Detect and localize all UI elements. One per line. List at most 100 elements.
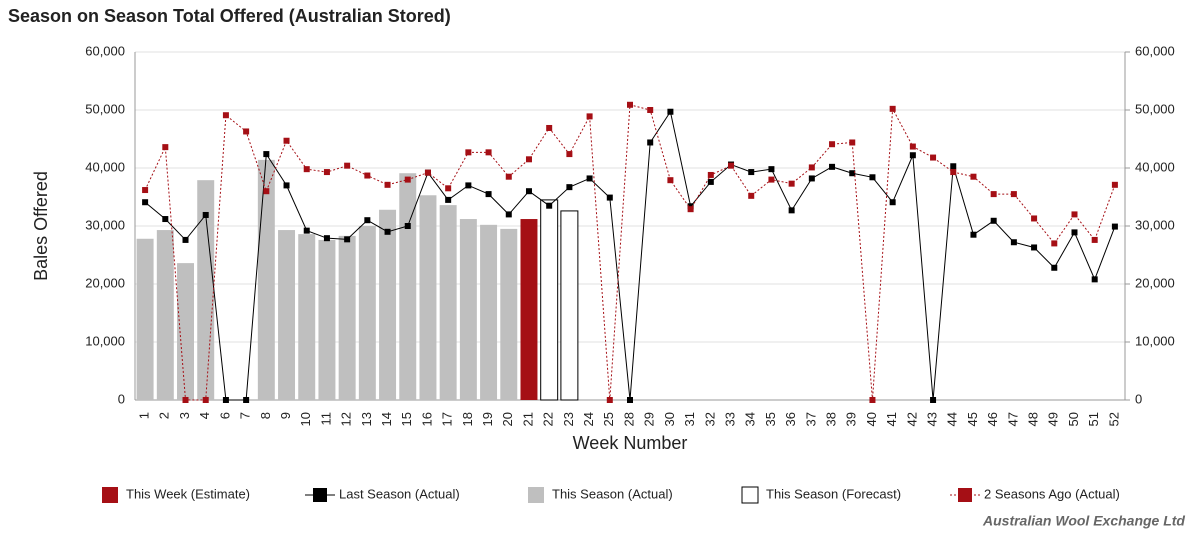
bar	[358, 226, 376, 400]
point	[1111, 223, 1118, 230]
x-tick-label: 41	[884, 412, 899, 426]
source: Australian Wool Exchange Ltd	[982, 513, 1185, 529]
point	[829, 163, 836, 170]
y-tick-label: 30,000	[85, 217, 125, 232]
x-tick-label: 18	[460, 412, 475, 426]
point	[788, 180, 795, 187]
x-tick-label: 3	[177, 412, 192, 419]
x-tick-label: 4	[197, 412, 212, 419]
point	[323, 169, 330, 176]
point	[566, 151, 573, 158]
x-tick-label: 17	[440, 412, 455, 426]
x-tick-label: 30	[662, 412, 677, 426]
x-tick-label: 15	[399, 412, 414, 426]
bar	[278, 230, 296, 400]
point	[849, 139, 856, 146]
point	[465, 149, 472, 156]
x-tick-label: 44	[945, 412, 960, 426]
x-tick-label: 47	[1005, 412, 1020, 426]
point	[667, 108, 674, 115]
y2-tick-label: 50,000	[1135, 101, 1175, 116]
bar	[136, 238, 154, 400]
point	[384, 228, 391, 235]
point	[586, 113, 593, 120]
legend-swatch	[313, 488, 327, 502]
y-axis-label: Bales Offered	[31, 171, 51, 281]
legend-label: 2 Seasons Ago (Actual)	[984, 486, 1120, 501]
x-tick-label: 7	[238, 412, 253, 419]
point	[364, 172, 371, 179]
point	[687, 206, 694, 213]
x-tick-label: 46	[985, 412, 1000, 426]
bar	[560, 210, 579, 401]
point	[707, 171, 714, 178]
point	[1051, 264, 1058, 271]
point	[182, 236, 189, 243]
point	[869, 397, 876, 403]
x-tick-label: 42	[904, 412, 919, 426]
point	[990, 191, 997, 198]
point	[283, 137, 290, 144]
legend-swatch	[741, 486, 759, 504]
bar	[156, 230, 174, 400]
point	[647, 139, 654, 146]
x-tick-label: 50	[1066, 412, 1081, 426]
bar	[480, 224, 498, 400]
point	[1031, 244, 1038, 251]
legend-swatch	[102, 487, 118, 503]
bar	[439, 205, 457, 400]
point	[485, 149, 492, 156]
y-tick-label: 40,000	[85, 159, 125, 174]
bar	[379, 209, 397, 400]
point	[808, 175, 815, 182]
y2-tick-label: 30,000	[1135, 217, 1175, 232]
point	[263, 188, 270, 195]
point	[990, 217, 997, 224]
point	[384, 181, 391, 188]
point	[566, 184, 573, 191]
point	[1071, 229, 1078, 236]
point	[525, 188, 532, 195]
point	[162, 216, 169, 223]
point	[303, 227, 310, 234]
bar	[419, 195, 437, 400]
point	[768, 166, 775, 173]
y2-tick-label: 40,000	[1135, 159, 1175, 174]
point	[505, 211, 512, 218]
x-tick-label: 32	[702, 412, 717, 426]
point	[263, 151, 270, 158]
legend-swatch	[528, 487, 544, 503]
x-tick-label: 49	[1046, 412, 1061, 426]
x-axis-label: Week Number	[573, 433, 688, 453]
legend-label: This Season (Forecast)	[766, 486, 901, 501]
point	[728, 162, 735, 169]
point	[222, 112, 229, 119]
point	[222, 397, 229, 403]
x-tick-label: 48	[1026, 412, 1041, 426]
point	[707, 178, 714, 185]
point	[808, 164, 815, 171]
x-tick-label: 38	[823, 412, 838, 426]
point	[465, 182, 472, 189]
point	[1010, 239, 1017, 246]
bar	[500, 228, 518, 400]
point	[404, 176, 411, 183]
point	[970, 173, 977, 180]
point	[788, 207, 795, 214]
point	[849, 170, 856, 177]
point	[283, 182, 290, 189]
legend-label: Last Season (Actual)	[339, 486, 460, 501]
x-tick-label: 22	[541, 412, 556, 426]
bar	[177, 263, 194, 400]
point	[909, 152, 916, 159]
point	[647, 107, 654, 113]
point	[303, 166, 310, 173]
x-tick-label: 8	[258, 412, 273, 419]
point	[1091, 276, 1098, 283]
x-tick-label: 45	[965, 412, 980, 426]
y-tick-label: 10,000	[85, 333, 125, 348]
point	[344, 236, 351, 243]
legend-swatch	[958, 488, 972, 502]
